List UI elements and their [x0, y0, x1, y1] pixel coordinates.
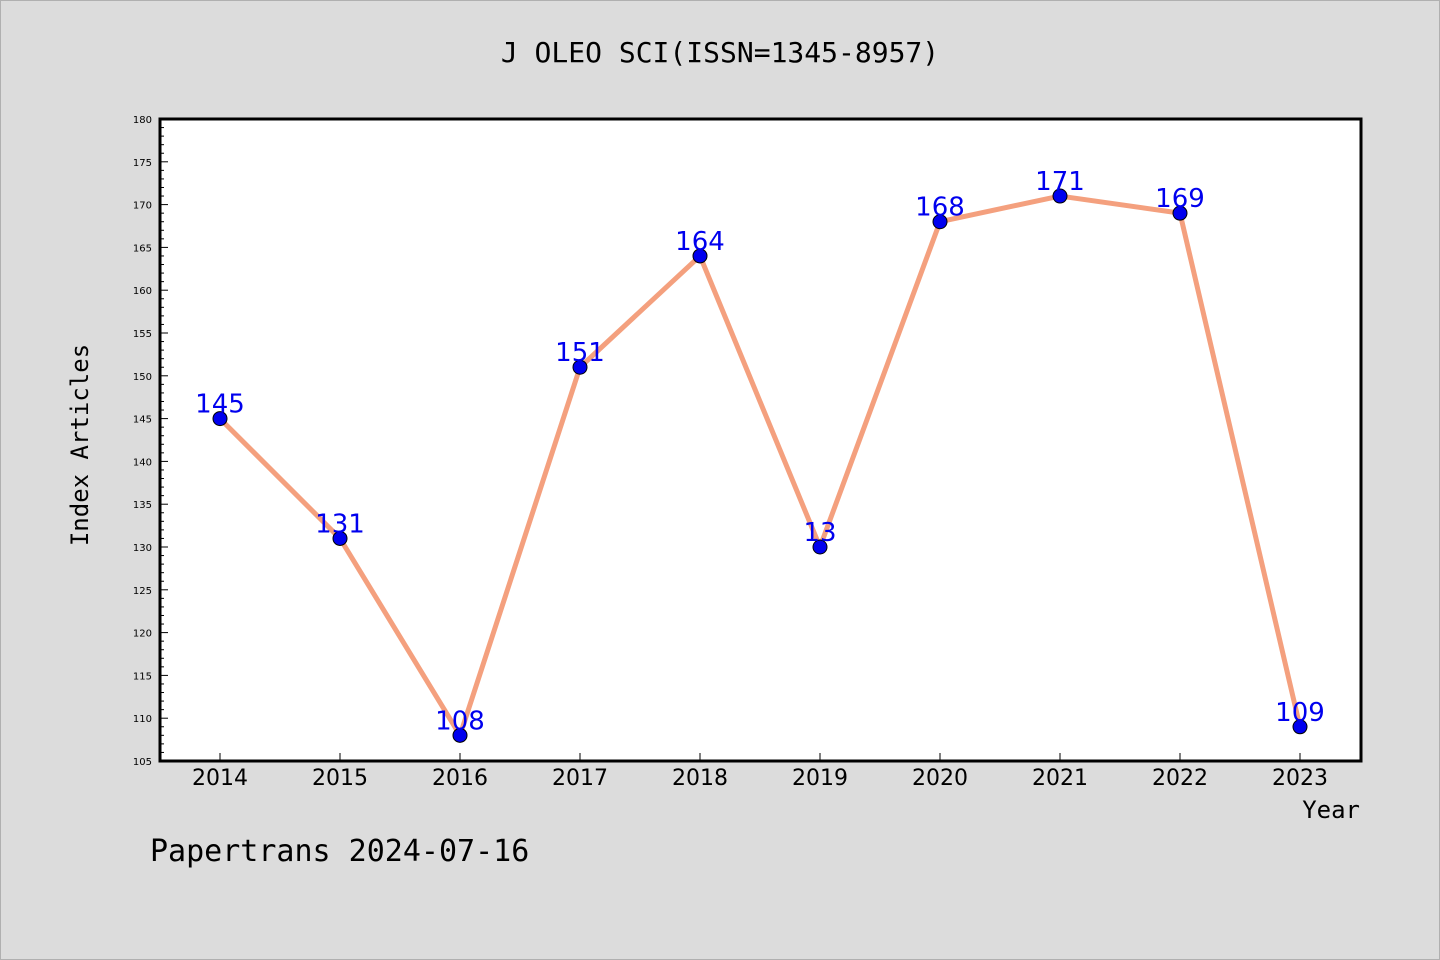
chart-title: J OLEO SCI(ISSN=1345-8957) [500, 36, 940, 69]
data-label: 108 [435, 706, 485, 736]
y-tick-label: 150 [133, 372, 152, 383]
data-label: 151 [555, 338, 605, 368]
x-tick-label: 2020 [912, 766, 968, 791]
data-point [332, 530, 348, 546]
y-tick-label: 115 [133, 671, 152, 682]
y-tick-label: 160 [133, 286, 152, 297]
data-point [1052, 188, 1068, 204]
data-point [212, 411, 228, 427]
y-tick-label: 170 [133, 201, 152, 212]
y-tick-label: 105 [133, 757, 152, 768]
y-tick-label: 130 [133, 543, 152, 554]
data-label: 131 [315, 509, 365, 539]
plot-area [160, 119, 1361, 761]
x-tick-label: 2014 [192, 766, 248, 791]
series-line [217, 193, 1303, 738]
y-tick-label: 145 [133, 415, 152, 426]
y-tick-label: 175 [133, 158, 152, 169]
y-tick-label: 110 [133, 714, 152, 725]
data-point [1292, 719, 1308, 735]
y-tick-label: 155 [133, 329, 152, 340]
x-tick-label: 2017 [552, 766, 608, 791]
data-label: 164 [675, 227, 725, 257]
footer-credit: Papertrans 2024-07-16 [150, 834, 530, 869]
data-point [572, 359, 588, 375]
y-tick-label: 120 [133, 629, 152, 640]
data-point [452, 727, 468, 743]
x-axis-label: Year [1302, 796, 1360, 824]
y-tick-label: 180 [133, 115, 152, 126]
y-tick-label: 135 [133, 500, 152, 511]
data-label: 13 [803, 518, 836, 548]
data-point [812, 539, 828, 555]
x-tick-label: 2016 [432, 766, 488, 791]
x-tick-label: 2022 [1152, 766, 1208, 791]
x-tick-label: 2018 [672, 766, 728, 791]
data-label: 171 [1035, 167, 1085, 197]
x-tick-label: 2019 [792, 766, 848, 791]
y-tick-label: 125 [133, 586, 152, 597]
plot-border [158, 117, 1363, 763]
data-point [1172, 205, 1188, 221]
x-tick-label: 2023 [1272, 766, 1328, 791]
x-tick-label: 2021 [1032, 766, 1088, 791]
y-axis-label: Index Articles [66, 343, 94, 547]
y-tick-label: 140 [133, 457, 152, 468]
data-label: 169 [1155, 184, 1205, 214]
y-tick-label: 165 [133, 243, 152, 254]
data-label: 145 [195, 390, 245, 420]
data-point [692, 248, 708, 264]
data-label: 109 [1275, 698, 1325, 728]
x-tick-label: 2015 [312, 766, 368, 791]
data-point [932, 214, 948, 230]
data-label: 168 [915, 193, 965, 223]
